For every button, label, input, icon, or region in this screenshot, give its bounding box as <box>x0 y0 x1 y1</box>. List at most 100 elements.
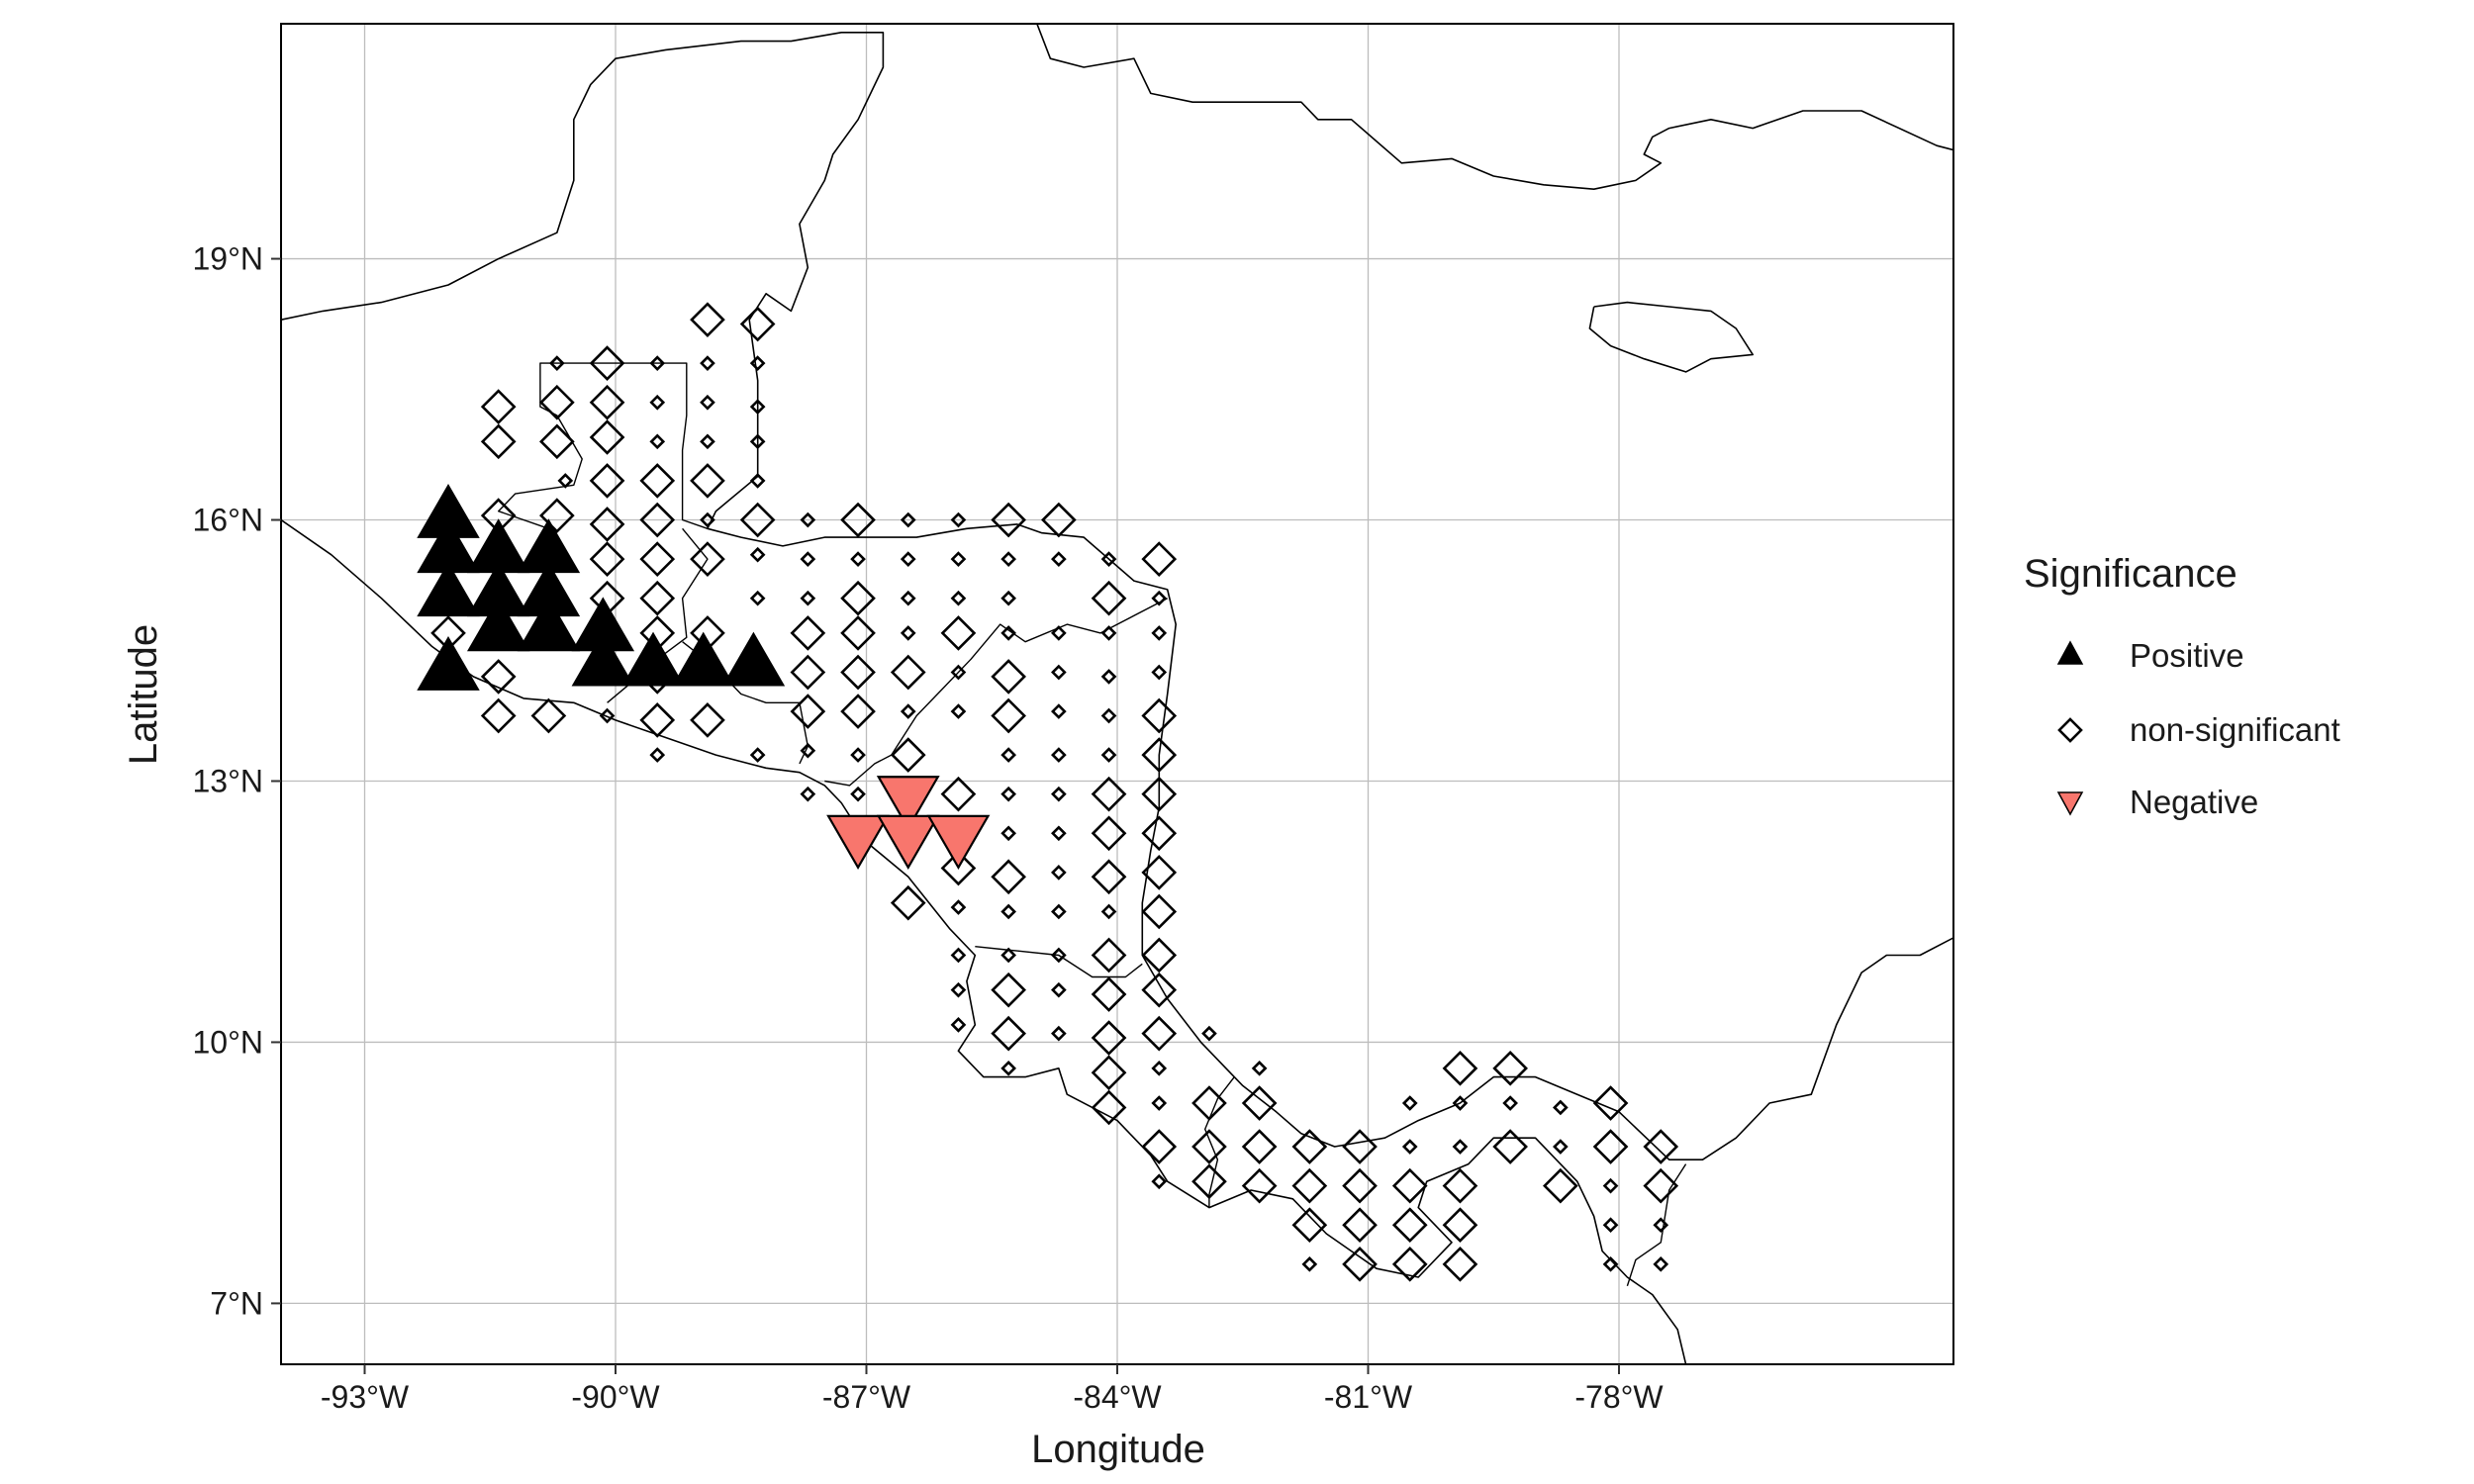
nonsignificant-marker <box>1151 625 1168 641</box>
nonsignificant-marker <box>900 703 916 719</box>
nonsignificant-marker <box>1342 1207 1378 1244</box>
nonsignificant-marker <box>900 590 916 606</box>
nonsignificant-marker <box>749 590 766 606</box>
nonsignificant-marker <box>1141 1129 1178 1164</box>
nonsignificant-marker <box>1000 551 1016 567</box>
nonsignificant-marker <box>950 899 967 915</box>
nonsignificant-marker <box>1251 1061 1268 1076</box>
x-tick-label: -81°W <box>1324 1379 1413 1415</box>
nonsignificant-marker <box>480 423 517 460</box>
nonsignificant-marker <box>1100 669 1117 685</box>
nonsignificant-marker <box>1151 1095 1168 1111</box>
nonsignificant-marker <box>649 433 666 450</box>
nonsignificant-marker <box>589 541 625 577</box>
nonsignificant-marker <box>599 707 616 724</box>
nonsignificant-marker <box>1051 865 1067 881</box>
nonsignificant-marker <box>1241 1129 1278 1164</box>
x-tick-label: -93°W <box>321 1379 410 1415</box>
legend-label: Positive <box>2130 637 2244 674</box>
x-tick-label: -78°W <box>1574 1379 1664 1415</box>
nonsignificant-marker <box>890 884 926 921</box>
positive-marker <box>517 597 581 652</box>
nonsignificant-marker <box>1151 590 1168 606</box>
nonsignificant-marker <box>1091 1089 1127 1126</box>
nonsignificant-marker <box>800 590 816 606</box>
coastline <box>1588 301 1754 373</box>
nonsignificant-marker <box>1091 776 1127 812</box>
country-border <box>1626 1163 1687 1287</box>
nonsignificant-marker <box>800 551 816 567</box>
nonsignificant-marker <box>1100 707 1117 724</box>
nonsignificant-marker <box>1051 664 1067 681</box>
nonsignificant-marker <box>840 654 876 691</box>
nonsignificant-marker <box>539 498 575 533</box>
nonsignificant-marker <box>1051 747 1067 763</box>
coastline <box>1036 24 1953 190</box>
nonsignificant-marker <box>800 742 816 759</box>
point-layer <box>417 302 1679 1282</box>
nonsignificant-marker <box>639 541 676 577</box>
legend-key-nonsignificant <box>2057 717 2083 743</box>
nonsignificant-marker <box>690 463 725 499</box>
coastline <box>281 31 1953 1160</box>
nonsignificant-marker <box>1041 502 1077 538</box>
nonsignificant-marker <box>890 654 926 691</box>
nonsignificant-marker <box>1091 976 1127 1012</box>
nonsignificant-marker <box>900 511 916 528</box>
x-axis-ticks: -93°W -90°W -87°W -84°W -81°W -78°W <box>321 1364 1664 1415</box>
x-tick-label: -90°W <box>571 1379 660 1415</box>
positive-marker <box>721 631 786 687</box>
legend-title: Significance <box>2024 552 2237 596</box>
legend-label: Negative <box>2130 784 2258 820</box>
nonsignificant-marker <box>1051 786 1067 802</box>
nonsignificant-marker <box>649 355 666 371</box>
nonsignificant-marker <box>1091 859 1127 895</box>
nonsignificant-marker <box>700 355 715 371</box>
nonsignificant-marker <box>690 541 725 577</box>
nonsignificant-marker <box>850 747 866 763</box>
nonsignificant-marker <box>1091 1020 1127 1056</box>
negative-marker <box>926 814 991 870</box>
nonsignificant-marker <box>1051 903 1067 920</box>
nonsignificant-marker <box>700 394 715 411</box>
nonsignificant-marker <box>480 659 517 695</box>
negative-marker <box>826 814 890 870</box>
x-axis-title: Longitude <box>1031 1428 1205 1471</box>
nonsignificant-marker <box>1051 703 1067 719</box>
negative-marker <box>876 814 940 870</box>
nonsignificant-marker <box>1543 1167 1578 1204</box>
nonsignificant-marker <box>639 502 676 538</box>
nonsignificant-marker <box>1141 697 1178 734</box>
legend-key-positive <box>2056 640 2084 665</box>
nonsignificant-marker <box>991 659 1026 695</box>
nonsignificant-marker <box>1141 776 1178 812</box>
nonsignificant-marker <box>1100 625 1117 641</box>
nonsignificant-marker <box>1000 825 1016 842</box>
nonsignificant-marker <box>639 463 676 499</box>
nonsignificant-marker <box>480 697 517 734</box>
nonsignificant-marker <box>1191 1085 1227 1121</box>
nonsignificant-marker <box>1602 1217 1619 1234</box>
nonsignificant-marker <box>1100 747 1117 763</box>
nonsignificant-marker <box>530 697 567 734</box>
nonsignificant-marker <box>1653 1217 1669 1234</box>
nonsignificant-marker <box>1492 1051 1528 1086</box>
nonsignificant-marker <box>950 551 967 567</box>
country-border <box>498 362 709 529</box>
positive-marker <box>417 562 480 617</box>
nonsignificant-marker <box>1592 1085 1629 1121</box>
nonsignificant-marker <box>1051 551 1067 567</box>
nonsignificant-marker <box>749 747 766 763</box>
nonsignificant-marker <box>1442 1051 1478 1086</box>
legend: Significance Positive non-significant Nega… <box>2024 552 2340 820</box>
nonsignificant-marker <box>1051 981 1067 998</box>
nonsignificant-marker <box>1553 1139 1569 1155</box>
nonsignificant-marker <box>1091 937 1127 974</box>
nonsignificant-marker <box>649 747 666 763</box>
nonsignificant-marker <box>1151 664 1168 681</box>
nonsignificant-marker <box>991 859 1026 895</box>
nonsignificant-marker <box>639 702 676 738</box>
nonsignificant-marker <box>1141 737 1178 773</box>
nonsignificant-marker <box>1141 815 1178 852</box>
